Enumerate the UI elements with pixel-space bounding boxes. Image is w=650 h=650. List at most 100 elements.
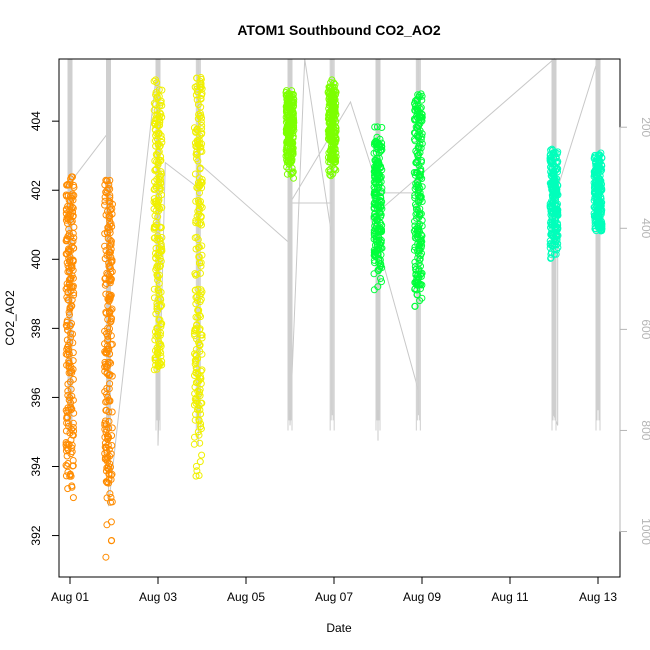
data-point <box>62 447 70 455</box>
data-point <box>67 385 75 393</box>
data-point <box>411 217 418 225</box>
data-point <box>195 111 203 118</box>
data-point <box>375 179 383 187</box>
x-tick-label: Aug 09 <box>403 590 441 604</box>
data-point <box>157 224 165 232</box>
data-point <box>108 442 116 449</box>
data-point <box>107 494 115 501</box>
data-point <box>593 165 601 173</box>
data-point <box>554 232 562 239</box>
data-point <box>371 210 379 218</box>
data-point <box>153 324 161 332</box>
data-point <box>101 340 108 348</box>
data-point <box>328 121 336 129</box>
data-point <box>547 219 554 227</box>
data-point <box>287 139 295 147</box>
data-point <box>150 77 158 85</box>
data-point <box>154 273 162 281</box>
data-point <box>192 197 200 205</box>
data-point <box>192 217 200 225</box>
data-point <box>65 245 72 253</box>
data-point <box>198 366 206 374</box>
data-point <box>155 244 163 252</box>
data-point <box>68 296 76 304</box>
data-point <box>156 142 164 150</box>
x-tick-label: Aug 11 <box>491 590 528 604</box>
data-point <box>106 198 114 206</box>
data-point <box>69 357 77 365</box>
data-point <box>158 357 166 365</box>
right-axis-tick-label: 400 <box>639 218 650 238</box>
data-point <box>371 163 378 171</box>
x-tick-label: Aug 05 <box>227 590 265 604</box>
data-point <box>590 189 598 197</box>
data-point <box>101 367 109 375</box>
data-point <box>101 455 109 463</box>
data-point <box>69 196 77 204</box>
data-point <box>198 122 206 129</box>
data-point <box>153 151 161 159</box>
data-point <box>69 424 77 431</box>
data-point <box>329 110 337 118</box>
data-point <box>284 111 292 119</box>
data-point <box>332 166 340 174</box>
data-point <box>194 101 202 108</box>
data-point <box>594 184 602 192</box>
data-point <box>373 159 381 167</box>
data-point <box>63 293 71 301</box>
data-point <box>193 321 201 329</box>
data-point <box>192 245 200 253</box>
y-axis-label: CO2_AO2 <box>3 290 17 346</box>
data-point <box>150 224 158 232</box>
data-point <box>286 129 294 137</box>
data-point <box>62 427 70 435</box>
data-point <box>108 340 116 348</box>
data-point <box>193 126 201 134</box>
data-point <box>192 472 200 480</box>
data-point <box>152 332 160 340</box>
data-point <box>151 178 158 186</box>
data-point <box>371 188 379 196</box>
data-point <box>151 119 159 127</box>
data-point <box>331 87 339 95</box>
data-point <box>378 139 386 147</box>
data-point <box>377 201 385 209</box>
data-point <box>63 444 71 452</box>
data-point <box>376 135 384 143</box>
data-point <box>416 241 424 248</box>
data-point <box>417 144 425 152</box>
data-point <box>105 248 113 256</box>
x-tick-label: Aug 01 <box>51 590 89 604</box>
data-point <box>153 202 161 210</box>
data-point <box>370 286 378 294</box>
data-point <box>68 369 76 377</box>
data-point <box>153 107 161 114</box>
data-point <box>65 362 73 370</box>
data-point <box>106 293 114 301</box>
data-point <box>106 397 114 405</box>
data-point <box>154 111 162 119</box>
data-point <box>378 188 386 196</box>
right-axis-tick-label: 1000 <box>639 518 650 545</box>
data-point <box>287 117 295 125</box>
data-point <box>101 201 109 209</box>
data-point <box>158 113 166 121</box>
data-point <box>108 537 116 544</box>
data-point <box>101 230 109 238</box>
data-point <box>597 167 605 175</box>
y-tick-label: 404 <box>29 111 43 131</box>
data-point <box>157 99 165 107</box>
data-point <box>66 472 74 480</box>
data-point <box>198 125 206 133</box>
x-axis-label: Date <box>326 621 352 635</box>
data-point <box>554 219 561 227</box>
data-point <box>326 127 334 135</box>
data-point <box>104 207 111 215</box>
data-point <box>66 311 73 319</box>
data-point <box>155 207 163 215</box>
data-point <box>157 288 165 296</box>
data-point <box>62 461 70 469</box>
data-point <box>328 137 335 145</box>
data-point <box>70 244 78 252</box>
data-point <box>106 262 114 270</box>
